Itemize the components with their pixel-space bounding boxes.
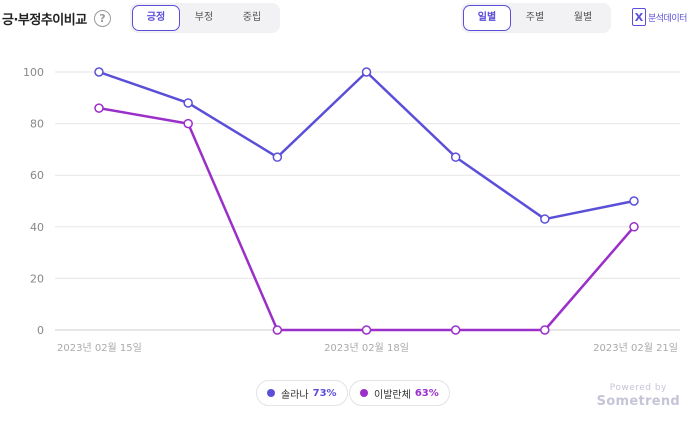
data-point-series-1 bbox=[629, 196, 639, 206]
y-tick-label: 100 bbox=[23, 66, 44, 79]
legend-item-series-1[interactable]: 솔라나 73% bbox=[256, 380, 348, 406]
x-tick-label: 2023년 02월 21일 bbox=[593, 342, 678, 354]
tab-negative[interactable]: 부정 bbox=[194, 12, 214, 23]
series-line-2 bbox=[98, 106, 635, 332]
excel-icon: X bbox=[632, 8, 646, 26]
data-point-series-1 bbox=[450, 152, 461, 162]
data-point-series-2 bbox=[540, 325, 550, 335]
legend-label-series-2: 이발란체 bbox=[374, 389, 411, 401]
data-point-series-2 bbox=[272, 325, 283, 335]
data-point-series-2 bbox=[183, 118, 193, 129]
legend-item-series-2[interactable]: 이발란체 63% bbox=[349, 380, 450, 406]
legend-dot-series-1 bbox=[267, 389, 275, 397]
help-icon[interactable]: ? bbox=[94, 10, 111, 27]
legend-label-series-1: 솔라나 bbox=[281, 389, 309, 401]
y-tick-label: 80 bbox=[30, 118, 44, 131]
data-point-series-2 bbox=[361, 325, 372, 335]
page-title: 긍·부정추이비교 bbox=[2, 13, 87, 28]
period-toggle: 일별 주별 월별 bbox=[461, 3, 611, 33]
legend-dot-series-2 bbox=[360, 389, 368, 397]
data-point-series-1 bbox=[272, 152, 283, 162]
export-data-label: 분석데이터 bbox=[648, 13, 687, 24]
y-tick-label: 20 bbox=[30, 272, 44, 285]
data-point-series-2 bbox=[94, 103, 104, 113]
data-point-series-2 bbox=[629, 222, 639, 232]
data-point-series-1 bbox=[361, 67, 372, 77]
legend-percent-series-1: 73% bbox=[312, 387, 337, 399]
y-tick-label: 40 bbox=[30, 221, 44, 234]
tab-neutral[interactable]: 중립 bbox=[242, 12, 262, 23]
branding: Powered by Sometrend bbox=[597, 383, 680, 409]
sentiment-toggle: 긍정 부정 중립 bbox=[130, 3, 280, 33]
data-point-series-1 bbox=[183, 98, 193, 108]
data-point-series-1 bbox=[94, 67, 104, 77]
x-tick-label: 2023년 02월 15일 bbox=[57, 342, 142, 354]
tab-positive[interactable]: 긍정 bbox=[132, 5, 180, 31]
data-point-series-2 bbox=[450, 325, 461, 335]
tab-weekly[interactable]: 주별 bbox=[525, 12, 545, 23]
tab-daily[interactable]: 일별 bbox=[463, 5, 511, 31]
brand-logo: Sometrend bbox=[596, 394, 680, 409]
y-tick-label: 0 bbox=[37, 324, 44, 337]
y-tick-label: 60 bbox=[30, 169, 44, 182]
legend-percent-series-2: 63% bbox=[414, 387, 439, 399]
data-point-series-1 bbox=[540, 214, 550, 224]
x-tick-label: 2023년 02월 18일 bbox=[324, 342, 409, 354]
powered-by-text: Powered by bbox=[609, 383, 667, 393]
line-chart: 0 20 40 60 80 100 2023년 02월 15일 2023년 02월 18일 20… bbox=[23, 66, 680, 354]
tab-monthly[interactable]: 월별 bbox=[573, 12, 593, 23]
series-line-1 bbox=[98, 70, 635, 221]
export-data-button[interactable]: X 분석데이터 bbox=[632, 8, 687, 26]
